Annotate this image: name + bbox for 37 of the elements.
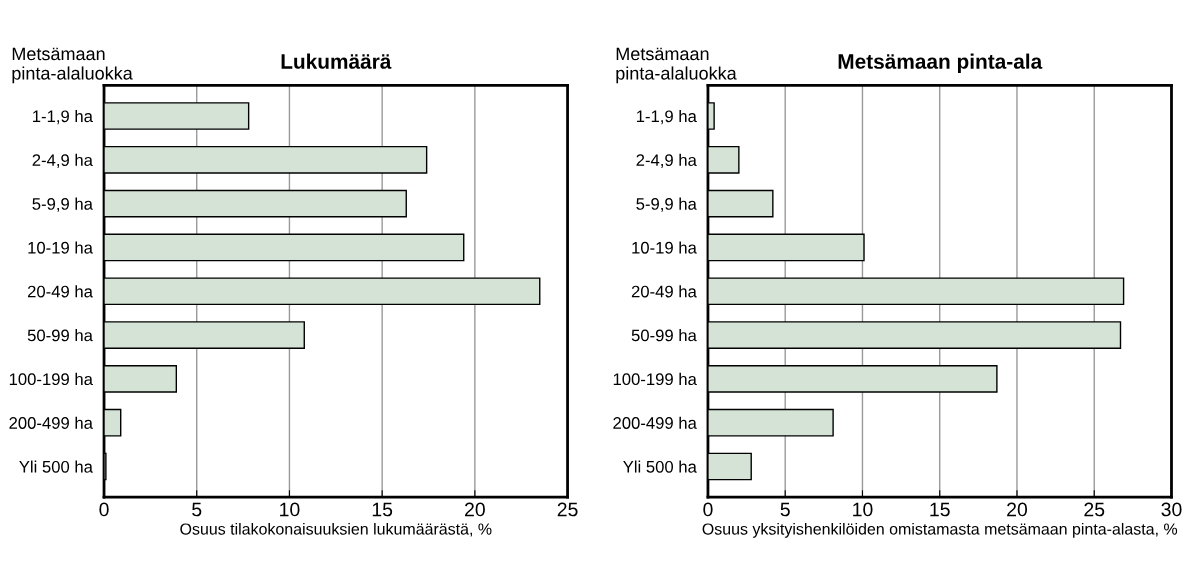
y-tick-label: 1-1,9 ha bbox=[636, 109, 697, 125]
x-tick-label: 5 bbox=[780, 502, 790, 517]
y-tick-label: 10-19 ha bbox=[632, 241, 697, 254]
x-tick-label: 0 bbox=[99, 502, 109, 517]
y-axis-title: Metsämaan pinta-alaluokka bbox=[12, 47, 133, 84]
y-tick-label: 200-499 ha bbox=[613, 416, 697, 429]
x-tick-label: 20 bbox=[465, 502, 485, 517]
y-tick-label: Yli 500 ha bbox=[19, 460, 93, 473]
x-axis-title: Osuus tilakokonaisuuksien lukumäärästä, % bbox=[180, 522, 492, 537]
y-tick-label: 100-199 ha bbox=[9, 372, 93, 386]
y-tick-label: 50-99 ha bbox=[631, 329, 697, 342]
x-tick-label: 10 bbox=[853, 502, 873, 517]
y-tick-label: 2-4,9 ha bbox=[32, 153, 93, 168]
x-tick-label: 15 bbox=[372, 502, 393, 517]
x-tick-label: 0 bbox=[703, 502, 713, 517]
y-tick-label: 100-199 ha bbox=[613, 372, 697, 386]
chart-title: Metsämaan pinta-ala bbox=[838, 53, 1043, 73]
x-tick-label: 10 bbox=[280, 502, 300, 517]
x-tick-label: 30 bbox=[1161, 502, 1182, 517]
x-tick-label: 15 bbox=[930, 502, 950, 517]
y-tick-label: 20-49 ha bbox=[27, 285, 93, 298]
x-tick-label: 25 bbox=[557, 502, 578, 517]
y-tick-label: 10-19 ha bbox=[28, 241, 93, 254]
x-tick-label: 25 bbox=[1084, 502, 1105, 517]
y-tick-label: 20-49 ha bbox=[631, 285, 697, 298]
y-tick-label: 1-1,9 ha bbox=[33, 109, 93, 125]
x-axis-title: Osuus yksityishenkilöiden omistamasta metsämaan pinta-alasta, % bbox=[702, 522, 1178, 538]
y-axis-title: Metsämaan pinta-alaluokka bbox=[616, 47, 737, 84]
y-tick-label: 200-499 ha bbox=[9, 416, 93, 429]
y-tick-label: 5-9,9 ha bbox=[636, 197, 697, 212]
chart-title: Lukumäärä bbox=[281, 53, 392, 69]
x-tick-label: 20 bbox=[1007, 502, 1028, 517]
y-tick-label: 2-4,9 ha bbox=[636, 153, 697, 168]
y-tick-label: 50-99 ha bbox=[27, 329, 93, 342]
y-tick-label: Yli 500 ha bbox=[623, 460, 697, 473]
x-tick-label: 5 bbox=[192, 502, 202, 517]
y-tick-label: 5-9,9 ha bbox=[32, 197, 93, 212]
